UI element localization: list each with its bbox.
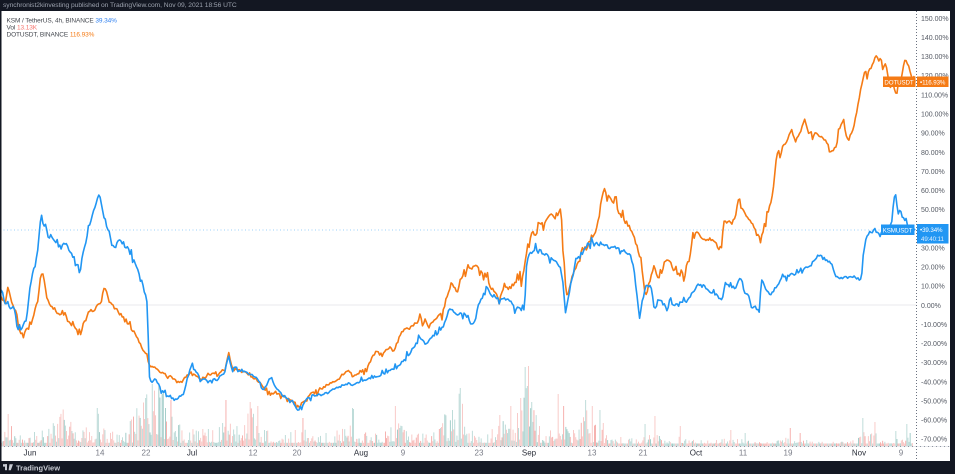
svg-text:9: 9 (401, 448, 406, 457)
svg-text:KSMUSDT: KSMUSDT (883, 228, 913, 235)
svg-text:-50.00%: -50.00% (921, 398, 947, 405)
svg-text:13: 13 (588, 448, 597, 457)
svg-text:9: 9 (899, 448, 904, 457)
svg-text:90.00%: 90.00% (921, 131, 945, 138)
svg-text:70.00%: 70.00% (921, 169, 945, 176)
svg-text:20: 20 (293, 448, 302, 457)
svg-text:30.00%: 30.00% (921, 245, 945, 252)
svg-text:10.00%: 10.00% (921, 284, 945, 291)
svg-text:Nov: Nov (852, 448, 866, 457)
svg-text:-60.00%: -60.00% (921, 418, 947, 425)
svg-text:-10.00%: -10.00% (921, 322, 947, 329)
svg-text:22: 22 (142, 448, 151, 457)
svg-text:110.00%: 110.00% (921, 92, 948, 99)
svg-text:-40.00%: -40.00% (921, 379, 947, 386)
svg-text:130.00%: 130.00% (921, 54, 949, 61)
svg-text:Vol 13.13K: Vol 13.13K (7, 25, 38, 32)
svg-text:19: 19 (784, 448, 793, 457)
svg-text:-20.00%: -20.00% (921, 341, 947, 348)
svg-text:DOTUSDT: DOTUSDT (884, 80, 914, 87)
svg-text:140.00%: 140.00% (921, 35, 949, 42)
svg-text:Sep: Sep (522, 448, 537, 457)
svg-text:21: 21 (639, 448, 648, 457)
svg-text:Oct: Oct (690, 448, 703, 457)
svg-text:49:40:11: 49:40:11 (921, 236, 944, 243)
svg-text:•116.93%: •116.93% (920, 80, 946, 87)
svg-text:60.00%: 60.00% (921, 188, 945, 195)
svg-text:14: 14 (96, 448, 105, 457)
svg-text:23: 23 (475, 448, 484, 457)
svg-text:KSM / TetherUS, 4h, BINANCE 3: KSM / TetherUS, 4h, BINANCE 39.34% (7, 17, 118, 24)
svg-text:-70.00%: -70.00% (921, 437, 947, 444)
svg-text:TradingView: TradingView (16, 463, 60, 472)
svg-text:50.00%: 50.00% (921, 207, 945, 214)
svg-text:DOTUSDT, BINANCE 116.93%: DOTUSDT, BINANCE 116.93% (7, 32, 95, 39)
svg-text:100.00%: 100.00% (921, 112, 949, 119)
svg-text:•39.34%: •39.34% (920, 227, 943, 234)
svg-text:11: 11 (739, 448, 748, 457)
svg-text:80.00%: 80.00% (921, 150, 945, 157)
svg-text:12: 12 (249, 448, 258, 457)
svg-text:150.00%: 150.00% (921, 16, 949, 23)
svg-text:-30.00%: -30.00% (921, 360, 947, 367)
svg-text:Jul: Jul (187, 448, 197, 457)
svg-text:20.00%: 20.00% (921, 265, 945, 272)
svg-text:Aug: Aug (354, 448, 368, 457)
svg-text:Jun: Jun (24, 448, 37, 457)
svg-text:0.00%: 0.00% (921, 303, 941, 310)
